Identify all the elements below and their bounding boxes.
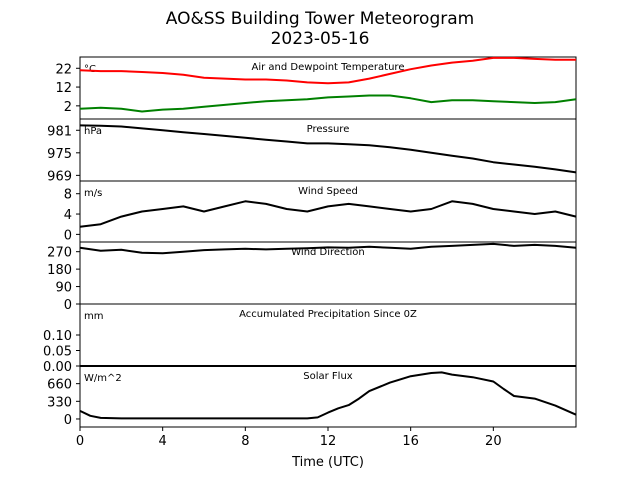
y-tick-label: 0 bbox=[64, 298, 72, 313]
figure-title-line1: AO&SS Building Tower Meteorogram bbox=[166, 9, 474, 29]
data-series-line bbox=[79, 200, 577, 228]
y-tick-label: 975 bbox=[47, 147, 72, 162]
y-tick-label: 0.10 bbox=[43, 329, 72, 344]
x-tick-label: 16 bbox=[402, 434, 419, 449]
data-series-line bbox=[79, 94, 577, 113]
panel-title: Wind Direction bbox=[291, 247, 365, 258]
panel-unit-label: mm bbox=[84, 311, 103, 322]
y-tick-label: 22 bbox=[55, 62, 72, 77]
panels: 2 12 22 °C Air and Dewpoint Temperature 969 97… bbox=[43, 56, 577, 449]
y-tick-label: 180 bbox=[47, 263, 72, 278]
data-series-line bbox=[79, 371, 577, 420]
x-tick-label: 12 bbox=[320, 434, 337, 449]
data-series-line bbox=[79, 124, 577, 174]
panel-title: Air and Dewpoint Temperature bbox=[252, 62, 405, 73]
x-tick-label: 8 bbox=[241, 434, 249, 449]
y-tick-label: 330 bbox=[47, 395, 72, 410]
y-tick-label: 8 bbox=[64, 188, 72, 203]
data-series-line bbox=[79, 242, 577, 255]
y-tick-label: 0.00 bbox=[43, 360, 72, 375]
y-tick-label: 4 bbox=[64, 208, 72, 223]
panel-title: Wind Speed bbox=[298, 186, 358, 197]
y-tick-label: 0 bbox=[64, 413, 72, 428]
figure-title-line2: 2023-05-16 bbox=[271, 29, 370, 49]
y-tick-label: 969 bbox=[47, 169, 72, 184]
y-tick-label: 0.05 bbox=[43, 345, 72, 360]
panel-unit-label: °C bbox=[84, 64, 96, 75]
panel-title: Solar Flux bbox=[303, 371, 353, 382]
panel-unit-label: W/m^2 bbox=[84, 373, 122, 384]
y-tick-label: 660 bbox=[47, 378, 72, 393]
y-tick-label: 90 bbox=[55, 281, 72, 296]
y-tick-label: 12 bbox=[55, 81, 72, 96]
data-series-line bbox=[79, 56, 576, 85]
x-axis-label: Time (UTC) bbox=[291, 455, 364, 470]
x-tick-label: 4 bbox=[159, 434, 167, 449]
x-tick-label: 0 bbox=[76, 434, 84, 449]
x-tick-label: 20 bbox=[485, 434, 502, 449]
panel-title: Pressure bbox=[307, 124, 350, 135]
y-tick-label: 981 bbox=[47, 124, 72, 139]
y-tick-label: 2 bbox=[64, 100, 72, 115]
panel-unit-label: m/s bbox=[84, 188, 102, 199]
y-tick-label: 0 bbox=[64, 228, 72, 243]
panel-title: Accumulated Precipitation Since 0Z bbox=[239, 309, 417, 320]
panel-unit-label: hPa bbox=[84, 126, 102, 137]
y-tick-label: 270 bbox=[47, 246, 72, 261]
